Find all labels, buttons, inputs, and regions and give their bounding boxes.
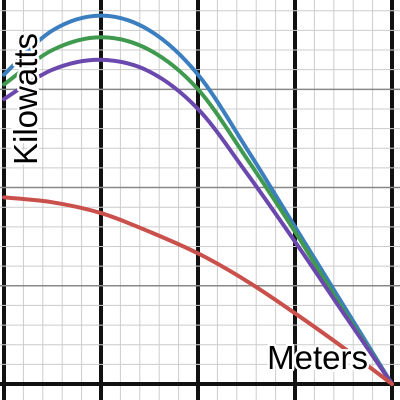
series-line-2 [2, 35, 394, 386]
y-axis-label: Kilowatts [7, 33, 44, 165]
series-layer [2, 13, 394, 386]
series-line-1 [2, 13, 394, 386]
x-axis-label: Meters [267, 339, 368, 376]
series-line-3 [2, 57, 394, 386]
series-line-4 [2, 195, 394, 386]
